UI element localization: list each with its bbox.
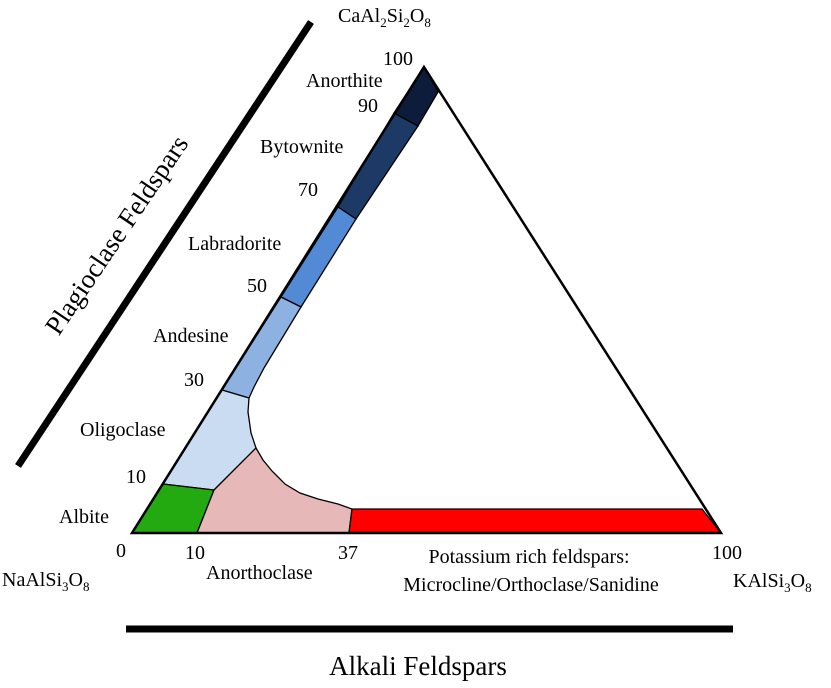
- albite-label: Albite: [59, 506, 109, 528]
- andesine-label: Andesine: [153, 325, 229, 347]
- anorthoclase-label: Anorthoclase: [206, 562, 313, 584]
- alkali-title: Alkali Feldspars: [329, 651, 507, 681]
- plag-tick-90: 90: [358, 95, 378, 117]
- potassium-label-line1: Potassium rich feldspars:: [428, 546, 629, 568]
- labradorite-label: Labradorite: [188, 233, 281, 255]
- alkali-tick-10: 10: [185, 542, 205, 564]
- alkali-tick-100: 100: [712, 542, 742, 564]
- potassium-label-line2: Microcline/Orthoclase/Sanidine: [403, 574, 659, 596]
- bytownite-label: Bytownite: [260, 136, 343, 158]
- anorthoclase-field: [196, 446, 353, 534]
- vertex-left-label: NaAlSi3O8: [2, 569, 89, 594]
- plag-tick-30: 30: [184, 369, 204, 391]
- bytownite-field: [337, 112, 419, 220]
- plag-tick-50: 50: [247, 275, 267, 297]
- plag-tick-100: 100: [383, 48, 413, 70]
- andesine-field: [220, 296, 302, 399]
- potassium-feldspar-field: [348, 508, 723, 534]
- vertex-right-label: KAlSi3O8: [733, 570, 812, 595]
- plag-tick-70: 70: [298, 179, 318, 201]
- plag-tick-10: 10: [126, 466, 146, 488]
- oligoclase-label: Oligoclase: [80, 419, 166, 441]
- alkali-tick-37: 37: [338, 542, 358, 564]
- plag-tick-0: 0: [116, 540, 126, 562]
- ternary-triangle: [129, 64, 724, 535]
- plagioclase-bar: [15, 20, 314, 468]
- labradorite-field: [280, 206, 357, 308]
- vertex-top-label: CaAl2Si2O8: [338, 5, 431, 30]
- anorthite-label: Anorthite: [306, 70, 383, 92]
